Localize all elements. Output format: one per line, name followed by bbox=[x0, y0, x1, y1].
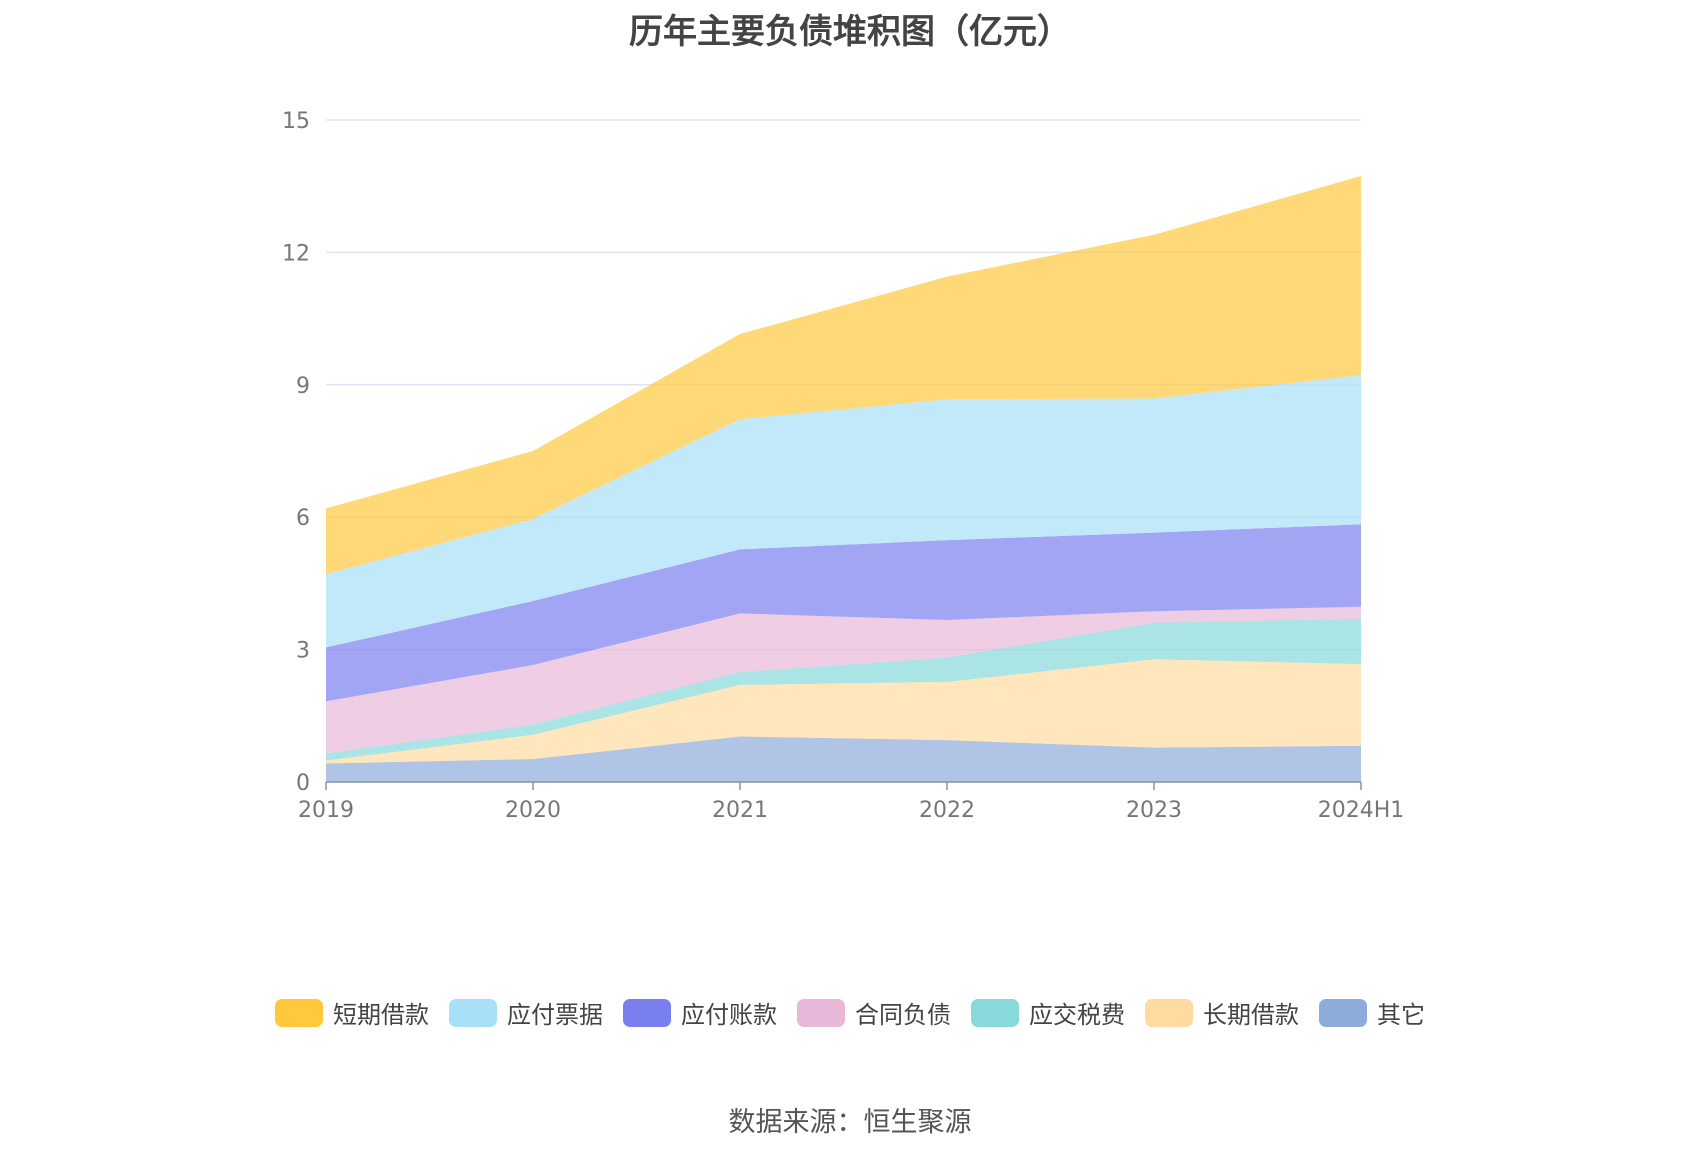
chart-title: 历年主要负债堆积图（亿元） bbox=[629, 12, 1071, 52]
x-tick-label-2019: 2019 bbox=[298, 798, 354, 823]
x-tick-label-2024H1: 2024H1 bbox=[1318, 798, 1405, 823]
legend-label: 应付账款 bbox=[681, 1001, 777, 1029]
y-tick-label-12: 12 bbox=[282, 241, 310, 266]
x-tick-label-2022: 2022 bbox=[919, 798, 975, 823]
y-tick-label-0: 0 bbox=[296, 771, 310, 796]
legend-item-6[interactable]: 其它 bbox=[1319, 995, 1425, 1030]
area-series-0 bbox=[326, 736, 1361, 782]
legend-label: 应付票据 bbox=[507, 1001, 603, 1029]
legend: 短期借款 应付票据 应付账款 合同负债 应交税费 长期借款 其它 bbox=[0, 995, 1700, 1030]
y-tick-label-6: 6 bbox=[296, 506, 310, 531]
legend-item-3[interactable]: 合同负债 bbox=[797, 995, 951, 1030]
area-series-6 bbox=[326, 176, 1361, 575]
legend-swatch bbox=[275, 998, 323, 1027]
legend-label: 短期借款 bbox=[333, 1001, 429, 1029]
legend-item-2[interactable]: 应付账款 bbox=[623, 995, 777, 1030]
y-tick-label-3: 3 bbox=[296, 639, 310, 664]
legend-swatch bbox=[623, 998, 671, 1027]
legend-label: 应交税费 bbox=[1029, 1001, 1125, 1029]
legend-label: 合同负债 bbox=[855, 1001, 951, 1029]
legend-swatch bbox=[1145, 998, 1193, 1027]
x-tick-label-2020: 2020 bbox=[505, 798, 561, 823]
x-tick-label-2023: 2023 bbox=[1126, 798, 1182, 823]
stacked-areas bbox=[326, 176, 1361, 782]
legend-swatch bbox=[449, 998, 497, 1027]
legend-item-4[interactable]: 应交税费 bbox=[971, 995, 1125, 1030]
area-series-4 bbox=[326, 524, 1361, 702]
axes bbox=[325, 781, 1362, 790]
area-series-1 bbox=[326, 659, 1361, 764]
area-series-3 bbox=[326, 606, 1361, 754]
legend-item-0[interactable]: 短期借款 bbox=[275, 995, 429, 1030]
legend-item-5[interactable]: 长期借款 bbox=[1145, 995, 1299, 1030]
y-tick-label-9: 9 bbox=[296, 374, 310, 399]
y-tick-label-15: 15 bbox=[282, 109, 310, 134]
legend-swatch bbox=[1319, 998, 1367, 1027]
legend-swatch bbox=[971, 998, 1019, 1027]
tick-labels: 0 3 6 9 12 15 2019 2020 2021 2022 2023 2024H1 bbox=[282, 109, 1404, 823]
legend-label: 长期借款 bbox=[1203, 1001, 1299, 1029]
area-series-2 bbox=[326, 618, 1361, 761]
legend-label: 其它 bbox=[1377, 1001, 1425, 1029]
area-series-5 bbox=[326, 375, 1361, 648]
x-tick-label-2021: 2021 bbox=[712, 798, 768, 823]
legend-swatch bbox=[797, 998, 845, 1027]
data-source: 数据来源：恒生聚源 bbox=[728, 1107, 972, 1138]
legend-item-1[interactable]: 应付票据 bbox=[449, 995, 603, 1030]
